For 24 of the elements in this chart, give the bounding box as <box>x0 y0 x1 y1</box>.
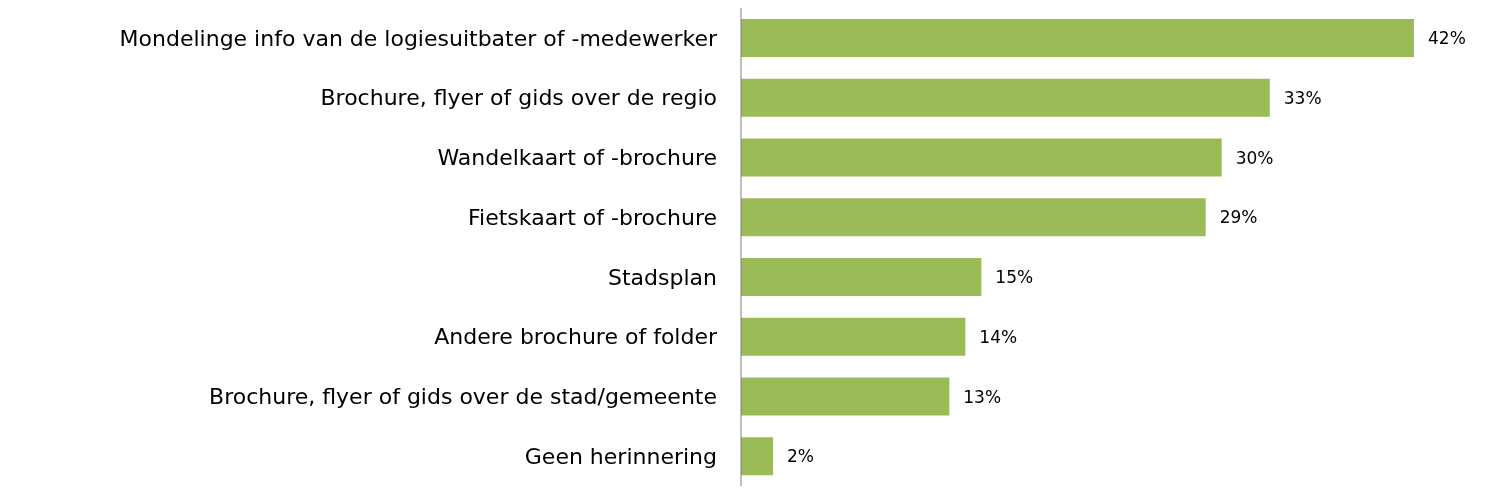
data-label: 14% <box>979 326 1018 347</box>
bar <box>741 258 982 296</box>
bar <box>741 437 774 476</box>
y-tick-label: Brochure, flyer of gids over de regio <box>320 85 717 111</box>
y-tick-label: Geen herinnering <box>524 443 717 469</box>
data-label: 30% <box>1235 147 1274 168</box>
bar <box>741 377 950 416</box>
y-tick-label: Brochure, flyer of gids over de stad/gemeente <box>209 384 717 410</box>
y-tick-label: Fietskaart of -brochure <box>468 204 717 230</box>
data-label: 2% <box>787 446 815 467</box>
bar <box>741 78 1270 117</box>
y-tick-label: Andere brochure of folder <box>434 324 718 350</box>
data-label: 29% <box>1219 207 1258 228</box>
y-tick-label: Wandelkaart of -brochure <box>437 145 717 171</box>
bar <box>741 19 1414 57</box>
bar <box>741 138 1222 177</box>
y-tick-label: Mondelinge info van de logiesuitbater of -medewerker <box>119 25 718 51</box>
data-label: 13% <box>963 386 1002 407</box>
data-label: 42% <box>1428 28 1466 49</box>
data-label: 15% <box>995 267 1034 288</box>
data-label: 33% <box>1283 87 1322 108</box>
y-tick-label: Stadsplan <box>607 264 717 290</box>
bar <box>741 198 1206 237</box>
bar <box>741 317 966 356</box>
